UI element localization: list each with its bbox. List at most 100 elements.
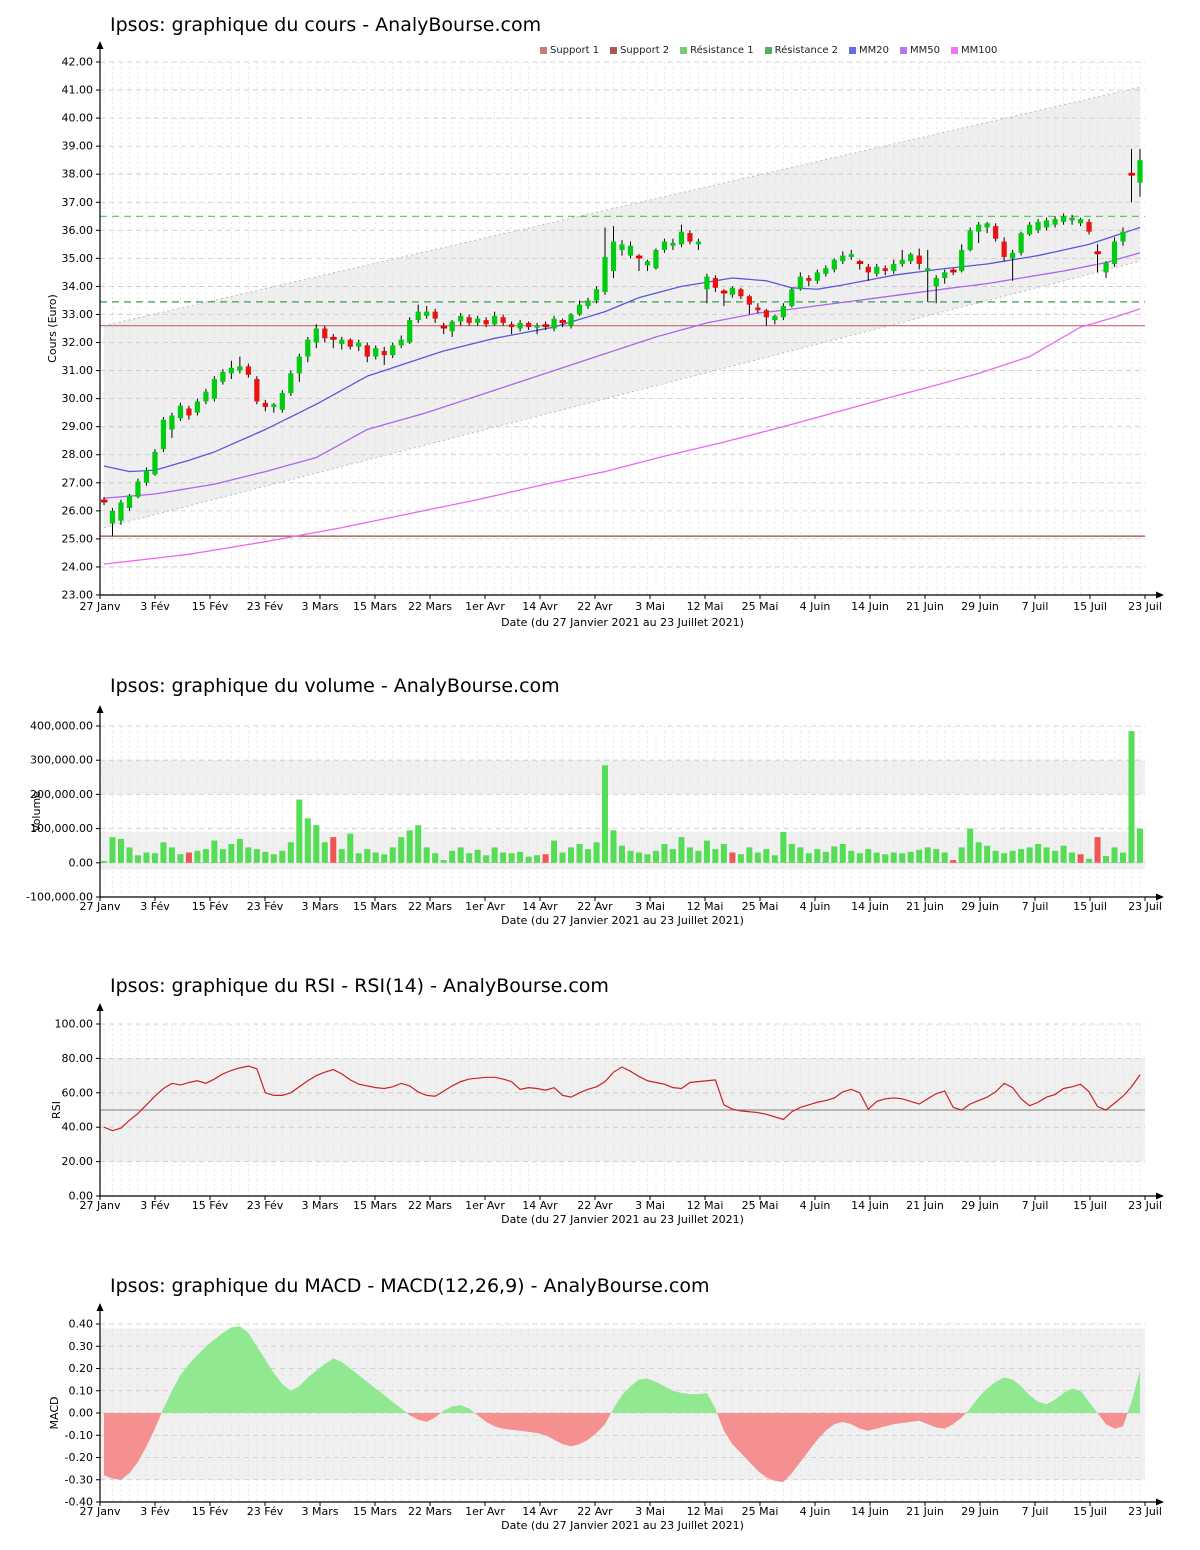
- candle-up: [619, 244, 625, 250]
- legend-item-mm100: MM100: [951, 45, 997, 56]
- x-tick-label: 14 Juin: [851, 1505, 889, 1518]
- legend-item-r-sistance-1: Résistance 1: [680, 45, 754, 56]
- candle-up: [534, 325, 540, 328]
- x-tick-label: 1er Avr: [465, 1199, 505, 1212]
- volume-bar-up: [644, 854, 651, 863]
- volume-bar-up: [508, 853, 515, 863]
- volume-bar-down: [185, 852, 192, 863]
- candle-down: [381, 350, 387, 356]
- candle-up: [610, 241, 617, 271]
- y-tick-label: 24.00: [62, 560, 94, 573]
- candle-up: [220, 371, 226, 382]
- candle-up: [1010, 252, 1016, 259]
- x-tick-label: 23 Fév: [247, 600, 284, 613]
- volume-bar-up: [916, 849, 923, 863]
- candle-doji: [856, 261, 864, 264]
- y-tick-label: 41.00: [62, 84, 94, 97]
- volume-bar-up: [602, 765, 609, 863]
- volume-bar-up: [669, 849, 676, 863]
- volume-bar-up: [958, 847, 965, 863]
- price-chart: Ipsos: graphique du cours - AnalyBourse.…: [0, 0, 1200, 660]
- x-tick-label: 14 Avr: [522, 600, 558, 613]
- price-chart-canvas: 42.00 41.00 40.00 39.00 38.00 37.00 36.00 35.00…: [46, 41, 1164, 629]
- y-tick-label: -0.20: [65, 1451, 93, 1464]
- volume-bar-up: [568, 847, 575, 863]
- x-tick-label: 12 Mai: [687, 1505, 724, 1518]
- candle-doji: [950, 269, 957, 273]
- volume-bar-up: [364, 849, 371, 863]
- y-tick-label: 40.00: [62, 112, 94, 125]
- legend-label: Support 2: [620, 45, 670, 56]
- y-tick-label: 400,000.00: [30, 720, 93, 733]
- volume-bar-up: [1009, 850, 1016, 863]
- candle-up: [678, 231, 685, 245]
- candle-up: [169, 415, 175, 430]
- candle-up: [729, 287, 735, 295]
- x-axis-title: Date (du 27 Janvier 2021 au 23 Juillet 2…: [501, 1519, 744, 1532]
- volume-bar-up: [1128, 731, 1135, 863]
- volume-bar-up: [1052, 850, 1059, 863]
- y-tick-label: 0.30: [69, 1340, 94, 1353]
- volume-bar-up: [355, 853, 362, 863]
- legend-label: Résistance 2: [774, 45, 839, 56]
- x-tick-label: 4 Juin: [800, 600, 831, 613]
- x-tick-label: 15 Fév: [192, 600, 229, 613]
- x-tick-label: 29 Juin: [961, 600, 999, 613]
- candle-up: [475, 318, 481, 323]
- candle-up: [1077, 219, 1084, 224]
- volume-bar-up: [882, 854, 889, 863]
- candle-up: [152, 451, 158, 475]
- y-axis-arrow: [96, 41, 104, 49]
- candle-up: [568, 314, 574, 326]
- x-tick-label: 27 Janv: [80, 900, 121, 913]
- x-tick-label: 4 Juin: [800, 1199, 831, 1212]
- volume-bar-up: [1060, 845, 1067, 863]
- candle-up: [1111, 241, 1118, 264]
- volume-bar-up: [389, 847, 396, 863]
- y-tick-label: 31.00: [62, 364, 94, 377]
- price-chart-title: Ipsos: graphique du cours - AnalyBourse.…: [110, 14, 542, 36]
- volume-bar-up: [534, 855, 541, 863]
- macd-area-positive: [104, 1326, 1140, 1413]
- y-tick-label: 80.00: [62, 1052, 94, 1065]
- candle-up: [551, 318, 557, 329]
- candle-up: [1043, 220, 1050, 228]
- y-tick-label: 0.20: [69, 1362, 94, 1375]
- volume-bar-up: [1086, 858, 1093, 863]
- volume-bar-up: [746, 847, 753, 863]
- candle-up: [925, 268, 931, 271]
- candle-up: [797, 276, 803, 290]
- candle-down: [806, 278, 812, 281]
- x-tick-label: 7 Juil: [1022, 600, 1049, 613]
- y-tick-label: 35.00: [62, 252, 94, 265]
- legend-swatch: [540, 47, 547, 54]
- y-tick-label: 32.00: [62, 336, 94, 349]
- volume-bar-up: [1103, 855, 1110, 863]
- candle-up: [840, 255, 846, 262]
- x-tick-label: 12 Mai: [687, 1199, 724, 1212]
- x-tick-label: 3 Fév: [140, 1505, 170, 1518]
- candle-up: [891, 263, 897, 271]
- x-tick-label: 23 Fév: [247, 1505, 284, 1518]
- x-tick-label: 22 Avr: [577, 900, 613, 913]
- candle-doji: [635, 255, 643, 259]
- y-tick-label: 0.10: [69, 1384, 94, 1397]
- volume-bar-up: [440, 860, 447, 863]
- x-axis-title: Date (du 27 Janvier 2021 au 23 Juillet 2…: [501, 914, 744, 927]
- x-tick-label: 22 Avr: [577, 1199, 613, 1212]
- x-tick-label: 3 Fév: [140, 900, 170, 913]
- y-tick-label: 34.00: [62, 280, 94, 293]
- volume-bar-up: [754, 852, 761, 863]
- volume-bar-up: [703, 840, 710, 863]
- y-tick-label: 200,000.00: [30, 788, 93, 801]
- volume-bar-up: [873, 852, 880, 863]
- candle-down: [882, 268, 888, 271]
- x-tick-label: 14 Juin: [851, 1199, 889, 1212]
- candle-up: [1018, 233, 1024, 253]
- volume-bar-up: [160, 842, 167, 863]
- candle-up: [492, 315, 498, 325]
- y-tick-label: 39.00: [62, 140, 94, 153]
- volume-bar-up: [491, 847, 498, 863]
- y-tick-label: 27.00: [62, 476, 94, 489]
- volume-bar-up: [797, 847, 804, 863]
